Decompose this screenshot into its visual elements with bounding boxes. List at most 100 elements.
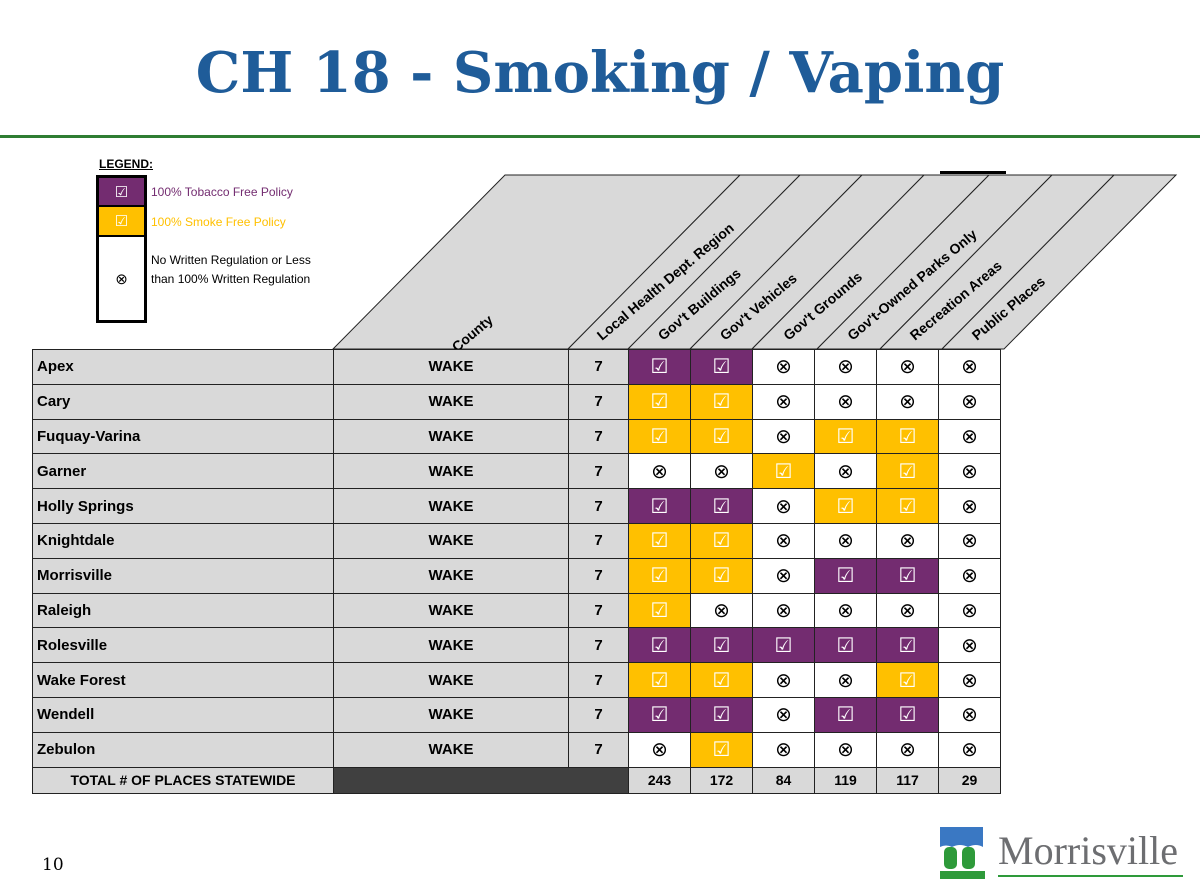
circle-x-icon: ⊗	[752, 592, 815, 629]
health-region: 7	[568, 662, 629, 698]
circle-x-icon: ⊗	[938, 731, 1001, 768]
circle-x-icon: ⊗	[814, 592, 877, 629]
circle-x-icon: ⊗	[814, 383, 877, 420]
health-region: 7	[568, 557, 629, 594]
circle-x-icon: ⊗	[690, 453, 753, 490]
health-region: 7	[568, 627, 629, 664]
totals-row: TOTAL # OF PLACES STATEWIDE 243 172 84 119 11…	[32, 766, 1001, 794]
column-header-cell	[940, 174, 1178, 350]
checkbox-checked-icon: ☑	[690, 383, 753, 420]
checkbox-checked-icon: ☑	[628, 696, 691, 733]
checkbox-checked-icon: ☑	[752, 453, 815, 490]
circle-x-icon: ⊗	[938, 383, 1001, 420]
legend-no-regulation: No Written Regulation or Less than 100% …	[151, 253, 311, 286]
checkbox-checked-icon: ☑	[628, 627, 691, 664]
checkbox-checked-icon: ☑	[690, 349, 753, 385]
circle-x-icon: ⊗	[938, 349, 1001, 385]
circle-x-icon: ⊗	[752, 662, 815, 698]
checkbox-checked-icon: ☑	[628, 557, 691, 594]
county: WAKE	[333, 453, 569, 490]
total-value: 29	[938, 766, 1001, 794]
circle-x-icon: ⊗	[752, 731, 815, 768]
checkbox-checked-icon: ☑	[99, 178, 144, 207]
checkbox-checked-icon: ☑	[690, 557, 753, 594]
circle-x-icon: ⊗	[938, 592, 1001, 629]
table-row: Wendell WAKE 7 ☑ ☑ ⊗ ☑ ☑ ⊗	[32, 696, 1001, 733]
health-region: 7	[568, 488, 629, 524]
checkbox-checked-icon: ☑	[876, 557, 939, 594]
checkbox-checked-icon: ☑	[814, 418, 877, 455]
checkbox-checked-icon: ☑	[99, 207, 144, 237]
circle-x-icon: ⊗	[938, 522, 1001, 559]
total-value: 243	[628, 766, 691, 794]
county: WAKE	[333, 696, 569, 733]
county: WAKE	[333, 592, 569, 629]
page-number: 10	[42, 855, 64, 875]
checkbox-checked-icon: ☑	[876, 418, 939, 455]
totals-blank	[333, 766, 629, 794]
town-name: Raleigh	[32, 592, 334, 629]
town-name: Garner	[32, 453, 334, 490]
circle-x-icon: ⊗	[938, 627, 1001, 664]
circle-x-icon: ⊗	[99, 237, 144, 320]
county: WAKE	[333, 418, 569, 455]
checkbox-checked-icon: ☑	[690, 488, 753, 524]
town-name: Cary	[32, 383, 334, 420]
county: WAKE	[333, 627, 569, 664]
checkbox-checked-icon: ☑	[814, 696, 877, 733]
circle-x-icon: ⊗	[938, 662, 1001, 698]
circle-x-icon: ⊗	[814, 349, 877, 385]
checkbox-checked-icon: ☑	[628, 418, 691, 455]
total-value: 172	[690, 766, 753, 794]
legend-box: ☑ ☑ ⊗	[96, 175, 147, 323]
checkbox-checked-icon: ☑	[628, 522, 691, 559]
slide-title: CH 18 - Smoking / Vaping	[195, 40, 1005, 106]
town-name: Zebulon	[32, 731, 334, 768]
circle-x-icon: ⊗	[752, 488, 815, 524]
health-region: 7	[568, 418, 629, 455]
totals-label: TOTAL # OF PLACES STATEWIDE	[32, 766, 334, 794]
circle-x-icon: ⊗	[752, 522, 815, 559]
county: WAKE	[333, 557, 569, 594]
circle-x-icon: ⊗	[876, 731, 939, 768]
circle-x-icon: ⊗	[752, 349, 815, 385]
title-divider	[0, 135, 1200, 138]
circle-x-icon: ⊗	[814, 453, 877, 490]
circle-x-icon: ⊗	[938, 557, 1001, 594]
health-region: 7	[568, 696, 629, 733]
checkbox-checked-icon: ☑	[690, 662, 753, 698]
checkbox-checked-icon: ☑	[752, 627, 815, 664]
circle-x-icon: ⊗	[876, 522, 939, 559]
county: WAKE	[333, 349, 569, 385]
circle-x-icon: ⊗	[938, 418, 1001, 455]
circle-x-icon: ⊗	[628, 453, 691, 490]
county: WAKE	[333, 522, 569, 559]
legend-title: LEGEND:	[99, 157, 153, 171]
town-name: Apex	[32, 349, 334, 385]
circle-x-icon: ⊗	[876, 349, 939, 385]
table-row: Wake Forest WAKE 7 ☑ ☑ ⊗ ⊗ ☑ ⊗	[32, 662, 1001, 698]
checkbox-checked-icon: ☑	[628, 662, 691, 698]
table-row: Raleigh WAKE 7 ☑ ⊗ ⊗ ⊗ ⊗ ⊗	[32, 592, 1001, 629]
header-marker	[940, 171, 1006, 174]
circle-x-icon: ⊗	[938, 696, 1001, 733]
circle-x-icon: ⊗	[752, 383, 815, 420]
town-name: Holly Springs	[32, 488, 334, 524]
health-region: 7	[568, 453, 629, 490]
circle-x-icon: ⊗	[752, 696, 815, 733]
circle-x-icon: ⊗	[876, 592, 939, 629]
circle-x-icon: ⊗	[814, 731, 877, 768]
checkbox-checked-icon: ☑	[628, 383, 691, 420]
circle-x-icon: ⊗	[752, 418, 815, 455]
table-row: Morrisville WAKE 7 ☑ ☑ ⊗ ☑ ☑ ⊗	[32, 557, 1001, 594]
health-region: 7	[568, 522, 629, 559]
county: WAKE	[333, 488, 569, 524]
health-region: 7	[568, 731, 629, 768]
town-name: Fuquay-Varina	[32, 418, 334, 455]
town-name: Wake Forest	[32, 662, 334, 698]
health-region: 7	[568, 592, 629, 629]
checkbox-checked-icon: ☑	[690, 731, 753, 768]
checkbox-checked-icon: ☑	[876, 453, 939, 490]
circle-x-icon: ⊗	[938, 453, 1001, 490]
checkbox-checked-icon: ☑	[690, 627, 753, 664]
